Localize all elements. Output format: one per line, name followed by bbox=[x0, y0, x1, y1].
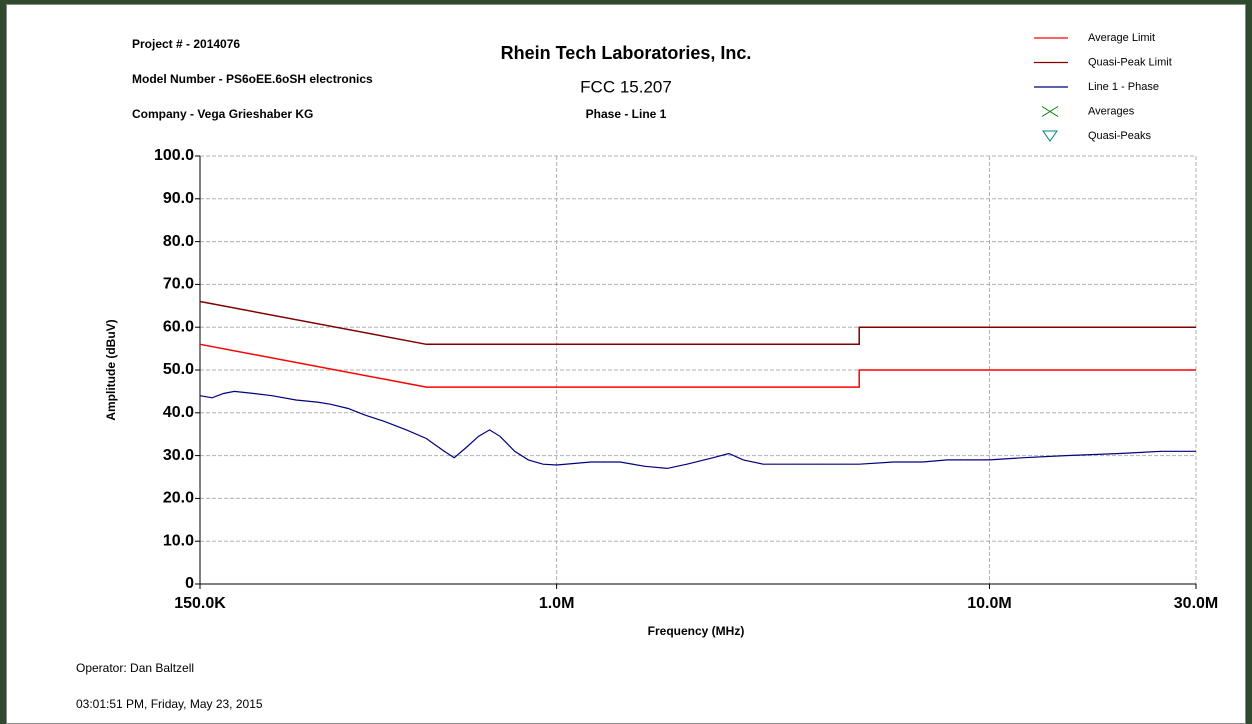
chart-subtitle: FCC 15.207 bbox=[580, 77, 672, 96]
project: Project # - 2014076 bbox=[132, 37, 240, 51]
legend-symbol bbox=[1041, 106, 1059, 117]
y-tick-label: 100.0 bbox=[154, 147, 194, 164]
y-tick-label: 0 bbox=[185, 575, 194, 592]
legend-label: Averages bbox=[1088, 105, 1135, 117]
frame bbox=[6, 4, 1246, 724]
y-tick-label: 30.0 bbox=[163, 447, 194, 464]
legend-symbol bbox=[1042, 130, 1058, 142]
operator: Operator: Dan Baltzell bbox=[76, 661, 194, 675]
series-line bbox=[199, 390, 1196, 470]
legend-label: Average Limit bbox=[1088, 32, 1155, 44]
x-tick-label: 30.0M bbox=[1174, 595, 1218, 612]
timestamp: 03:01:51 PM, Friday, May 23, 2015 bbox=[76, 697, 263, 711]
legend-label: Quasi-Peak Limit bbox=[1088, 56, 1172, 68]
y-tick-label: 90.0 bbox=[163, 190, 194, 207]
company: Company - Vega Grieshaber KG bbox=[132, 107, 313, 121]
legend-label: Line 1 - Phase bbox=[1088, 81, 1159, 93]
x-tick-label: 1.0M bbox=[539, 595, 575, 612]
y-tick-label: 50.0 bbox=[163, 361, 194, 378]
series-line bbox=[199, 343, 1196, 388]
model: Model Number - PS6oEE.6oSH electronics bbox=[132, 72, 373, 86]
y-tick-label: 20.0 bbox=[163, 490, 194, 507]
y-tick-label: 70.0 bbox=[163, 276, 194, 293]
x-axis-label: Frequency (MHz) bbox=[648, 624, 745, 638]
chart-title: Rhein Tech Laboratories, Inc. bbox=[501, 43, 752, 63]
x-tick-label: 150.0K bbox=[174, 595, 226, 612]
chart-subtitle: Phase - Line 1 bbox=[586, 107, 667, 121]
x-tick-label: 10.0M bbox=[967, 595, 1011, 612]
y-tick-label: 60.0 bbox=[163, 318, 194, 335]
y-axis-label: Amplitude (dBuV) bbox=[104, 319, 118, 420]
y-tick-label: 10.0 bbox=[163, 532, 194, 549]
y-tick-label: 80.0 bbox=[163, 233, 194, 250]
legend-label: Quasi-Peaks bbox=[1088, 130, 1151, 142]
y-tick-label: 40.0 bbox=[163, 404, 194, 421]
series-line bbox=[199, 300, 1196, 346]
